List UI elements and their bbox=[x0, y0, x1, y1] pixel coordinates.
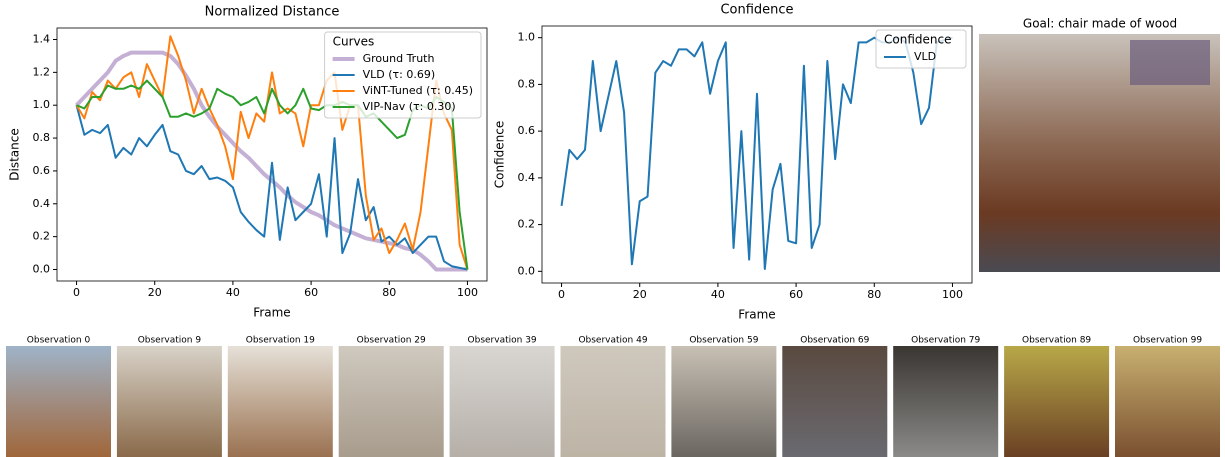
y-tick-label: 1.0 bbox=[518, 31, 536, 44]
y-axis-label: Distance bbox=[8, 128, 22, 180]
x-tick-label: 60 bbox=[789, 288, 803, 301]
legend-title: Confidence bbox=[884, 33, 951, 47]
observation-image bbox=[449, 346, 555, 457]
observation-image bbox=[671, 346, 777, 457]
x-tick-label: 80 bbox=[867, 288, 881, 301]
legend-title: Curves bbox=[333, 35, 375, 49]
legend: Confidence VLD bbox=[875, 29, 967, 69]
plot-frame bbox=[541, 25, 973, 284]
x-tick-label: 100 bbox=[457, 286, 478, 299]
x-tick-label: 0 bbox=[558, 288, 565, 301]
y-tick-label: 0.0 bbox=[33, 263, 51, 276]
observation-title: Observation 0 bbox=[27, 336, 91, 346]
observation-image bbox=[782, 346, 888, 457]
x-tick-label: 60 bbox=[304, 286, 318, 299]
y-tick-label: 1.2 bbox=[33, 65, 51, 78]
y-tick-label: 0.4 bbox=[518, 171, 536, 184]
x-axis-label: Frame bbox=[253, 306, 290, 320]
observation-title: Observation 59 bbox=[689, 336, 758, 346]
observation-image bbox=[1004, 346, 1110, 457]
y-tick-label: 0.8 bbox=[518, 77, 536, 90]
observation-title: Observation 9 bbox=[138, 336, 202, 346]
observation-image bbox=[1115, 346, 1220, 457]
legend-label: VLD (τ: 0.69) bbox=[363, 68, 436, 81]
legend-label: Ground Truth bbox=[363, 52, 435, 65]
y-tick-label: 0.2 bbox=[518, 218, 536, 231]
x-tick-label: 40 bbox=[226, 286, 240, 299]
y-tick-label: 0.2 bbox=[33, 230, 51, 243]
observation-image bbox=[6, 346, 111, 457]
y-tick-label: 0.8 bbox=[33, 131, 51, 144]
x-tick-label: 20 bbox=[148, 286, 162, 299]
y-tick-label: 1.0 bbox=[33, 98, 51, 111]
legend-label: VLD bbox=[914, 50, 936, 63]
data-line bbox=[75, 104, 468, 271]
plot-frame bbox=[56, 27, 488, 282]
x-tick-label: 20 bbox=[633, 288, 647, 301]
observation-title: Observation 79 bbox=[911, 336, 980, 346]
x-tick-label: 0 bbox=[73, 286, 80, 299]
observation-image bbox=[893, 346, 999, 457]
y-tick-label: 0.4 bbox=[33, 197, 51, 210]
x-tick-label: 100 bbox=[942, 288, 963, 301]
x-tick-label: 40 bbox=[711, 288, 725, 301]
observation-title: Observation 89 bbox=[1022, 336, 1091, 346]
chart-title: Normalized Distance bbox=[205, 5, 340, 20]
y-tick-label: 0.6 bbox=[33, 164, 51, 177]
y-tick-label: 0.6 bbox=[518, 124, 536, 137]
legend-box bbox=[875, 29, 967, 69]
data-line bbox=[76, 79, 469, 270]
goal-title: Goal: chair made of wood bbox=[1023, 17, 1177, 31]
observation-image bbox=[116, 346, 222, 457]
data-line bbox=[75, 50, 468, 272]
observation-image bbox=[560, 346, 666, 457]
legend: Curves Ground Truth VLD (τ: 0.69) ViNT-Tune… bbox=[324, 31, 482, 119]
x-axis-label: Frame bbox=[738, 308, 775, 322]
legend-label: ViNT-Tuned (τ: 0.45) bbox=[363, 84, 473, 97]
y-tick-label: 1.4 bbox=[33, 33, 51, 46]
x-tick-label: 80 bbox=[382, 286, 396, 299]
y-axis-label: Confidence bbox=[493, 121, 507, 188]
legend-box bbox=[324, 31, 482, 119]
y-tick-label: 0.0 bbox=[518, 264, 536, 277]
data-line bbox=[560, 36, 953, 270]
observation-image bbox=[338, 346, 444, 457]
observation-title: Observation 49 bbox=[578, 336, 647, 346]
chart-title: Confidence bbox=[720, 3, 793, 18]
observation-image bbox=[227, 346, 333, 457]
goal-image-detail bbox=[1130, 40, 1210, 85]
observation-title: Observation 69 bbox=[800, 336, 869, 346]
observation-title: Observation 29 bbox=[357, 336, 426, 346]
observation-title: Observation 99 bbox=[1133, 336, 1202, 346]
observation-title: Observation 39 bbox=[468, 336, 537, 346]
observation-title: Observation 19 bbox=[246, 336, 315, 346]
legend-label: VIP-Nav (τ: 0.30) bbox=[363, 100, 456, 113]
